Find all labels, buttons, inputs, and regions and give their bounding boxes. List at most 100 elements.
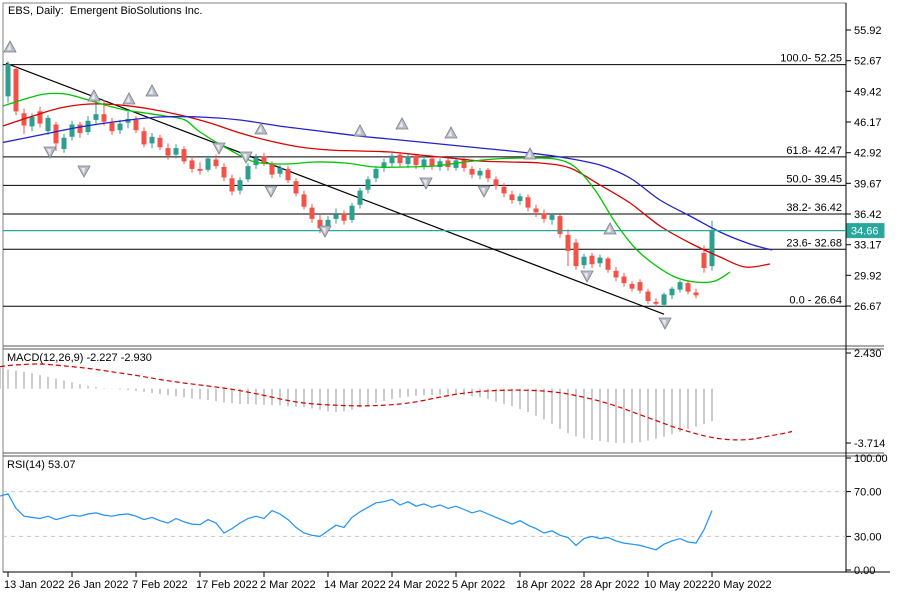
candle-body: [509, 194, 515, 201]
trendline[interactable]: [5, 62, 665, 315]
date-tick-label: 10 May 2022: [644, 579, 708, 591]
date-tick-label: 5 Apr 2022: [452, 579, 505, 591]
fractal-up-highlight: [527, 151, 531, 157]
candle-body: [501, 186, 507, 194]
candle-body: [613, 270, 619, 278]
fractal-up-highlight: [149, 88, 153, 94]
fractal-arrows: [3, 40, 672, 330]
candle-body: [117, 123, 123, 131]
candle-body: [685, 283, 691, 292]
rsi-tick-label: 30.00: [854, 531, 882, 543]
price-axis[interactable]: 55.92 52.67 49.42 46.17 42.92 39.67 36.42 33.17…: [846, 25, 885, 313]
fractal-up-highlight: [7, 44, 11, 50]
candle-body: [557, 216, 563, 234]
candle-body: [621, 276, 627, 284]
candle-body: [589, 255, 595, 265]
moving-average-blue[interactable]: [0, 115, 773, 251]
candle-body: [381, 162, 387, 168]
price-tick-label: 36.42: [854, 209, 882, 221]
rsi-pane[interactable]: 100.00 70.00 30.00 0.00: [0, 453, 888, 577]
candle-body: [637, 282, 643, 291]
price-tick-label: 49.42: [854, 86, 882, 98]
price-tick-label: 33.17: [854, 240, 882, 252]
candle-body: [229, 178, 235, 192]
date-tick-label: 17 Feb 2022: [196, 579, 258, 591]
macd-indicator-label: MACD(12,26,9) -2.227 -2.930: [7, 352, 152, 364]
candle-body: [237, 180, 243, 191]
fractal-down-highlight: [81, 168, 85, 174]
macd-tick-label: 2.430: [854, 348, 882, 360]
candle-body: [421, 159, 427, 167]
candle-body: [493, 179, 499, 186]
candle-body: [413, 155, 419, 166]
price-tick-label: 29.92: [854, 270, 882, 282]
candle-body: [597, 257, 603, 264]
candle-body: [461, 159, 467, 168]
fractal-down-highlight: [423, 180, 427, 186]
rsi-tick-label: 100.00: [854, 453, 888, 465]
candle-body: [333, 214, 339, 219]
fractal-down-highlight: [322, 228, 326, 234]
current-price-badge: 34.66: [846, 223, 885, 239]
macd-pane[interactable]: 2.430 -3.714: [0, 348, 885, 450]
fractal-down-highlight: [662, 320, 666, 326]
candle-body: [669, 288, 675, 296]
candle-body: [85, 120, 91, 133]
candle-body: [165, 148, 171, 156]
price-pane[interactable]: [0, 40, 846, 330]
candle-body: [429, 158, 435, 166]
candle-body: [309, 207, 315, 219]
fib-label: 23.6- 32.68: [786, 237, 842, 249]
candle-body: [269, 164, 275, 175]
candle-body: [541, 213, 547, 219]
price-tick-label: 26.67: [854, 301, 882, 313]
time-axis[interactable]: 13 Jan 2022 26 Jan 2022 7 Feb 2022 17 Feb 2…: [4, 572, 772, 591]
fib-label: 61.8- 42.47: [786, 145, 842, 157]
moving-average-green[interactable]: [0, 92, 731, 284]
current-price-value: 34.66: [851, 226, 879, 238]
moving-average-red[interactable]: [0, 103, 771, 268]
candle-body: [325, 219, 331, 228]
candle-body: [573, 242, 579, 267]
candle-body: [301, 194, 307, 207]
fractal-down-highlight: [47, 149, 51, 155]
fractal-down-highlight: [268, 188, 272, 194]
candle-body: [261, 156, 267, 164]
price-tick-label: 55.92: [854, 25, 882, 37]
date-tick-label: 26 Jan 2022: [68, 579, 129, 591]
date-tick-label: 20 May 2022: [708, 579, 772, 591]
fractal-up-highlight: [357, 128, 361, 134]
candle-body: [349, 205, 355, 220]
fractal-down-highlight: [216, 145, 220, 151]
fractal-down-highlight: [243, 154, 247, 160]
candle-body: [181, 149, 187, 162]
date-tick-label: 13 Jan 2022: [4, 579, 65, 591]
fractal-up-highlight: [448, 130, 452, 136]
candle-body: [677, 282, 683, 290]
candle-body: [693, 292, 699, 296]
candle-body: [357, 190, 363, 205]
rsi-tick-label: 70.00: [854, 487, 882, 499]
candle-body: [125, 118, 131, 123]
fractal-down-highlight: [584, 273, 588, 279]
candle-body: [285, 168, 291, 181]
candle-body: [629, 284, 635, 289]
candle-body: [341, 213, 347, 221]
candle-body: [189, 160, 195, 169]
candle-body: [5, 64, 11, 97]
candle-body: [437, 161, 443, 167]
candle-body: [149, 136, 155, 144]
candle-body: [173, 148, 179, 155]
candles[interactable]: [0, 61, 715, 307]
candle-body: [453, 160, 459, 168]
fractal-up-highlight: [91, 93, 95, 99]
candle-body: [93, 114, 99, 120]
price-tick-label: 46.17: [854, 117, 882, 129]
candle-body: [277, 168, 283, 174]
candle-body: [69, 124, 75, 137]
candle-body: [517, 196, 523, 201]
candle-body: [53, 124, 59, 144]
candle-body: [477, 170, 483, 176]
